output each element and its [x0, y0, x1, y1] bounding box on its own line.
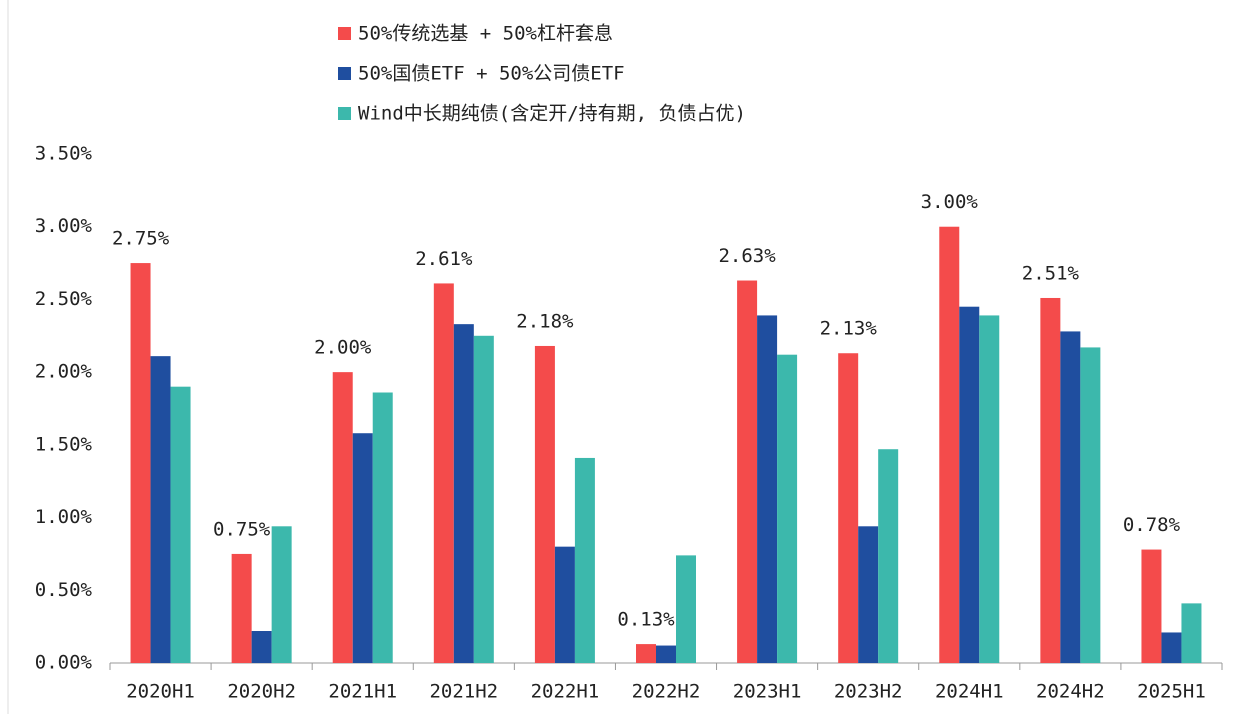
bar — [1141, 549, 1162, 663]
legend-swatch — [338, 27, 351, 40]
bar — [352, 433, 373, 663]
bar — [170, 386, 191, 663]
legend-swatch — [338, 107, 351, 120]
bar — [757, 315, 778, 663]
x-tick-label: 2020H1 — [126, 681, 195, 703]
y-tick-label: 2.50% — [35, 288, 93, 310]
bar — [1161, 632, 1182, 663]
bar — [372, 392, 393, 663]
bar — [1181, 603, 1202, 663]
legend-label: 50%传统选基 + 50%杠杆套息 — [358, 23, 613, 45]
bar — [656, 645, 676, 663]
y-tick-label: 1.50% — [35, 433, 93, 455]
bar — [878, 449, 899, 663]
y-tick-label: 2.00% — [35, 361, 93, 383]
bar — [433, 283, 454, 663]
bar — [453, 324, 474, 663]
bar — [534, 345, 555, 663]
x-tick-label: 2022H2 — [632, 681, 701, 703]
y-tick-label: 3.00% — [35, 215, 93, 237]
value-label: 0.78% — [1123, 514, 1181, 536]
value-label: 3.00% — [921, 191, 979, 213]
bar — [574, 457, 595, 663]
bar — [1080, 347, 1101, 663]
bar — [231, 553, 252, 663]
y-tick-label: 0.50% — [35, 579, 93, 601]
value-label: 2.18% — [516, 310, 574, 332]
value-label: 2.13% — [820, 318, 878, 340]
value-label: 2.75% — [112, 228, 170, 250]
bar — [838, 353, 859, 663]
bar — [251, 631, 272, 663]
bar — [1060, 331, 1081, 663]
bar — [777, 354, 798, 663]
bar — [979, 315, 1000, 663]
bar — [473, 335, 494, 663]
x-tick-label: 2020H2 — [227, 681, 296, 703]
bar — [1040, 297, 1061, 663]
bar — [130, 263, 151, 663]
x-tick-label: 2021H1 — [328, 681, 397, 703]
bar — [150, 356, 171, 663]
x-tick-label: 2021H2 — [429, 681, 498, 703]
bar — [858, 526, 879, 663]
x-tick-label: 2023H2 — [834, 681, 903, 703]
bar — [959, 306, 980, 663]
x-tick-label: 2024H2 — [1036, 681, 1105, 703]
x-tick-label: 2022H1 — [531, 681, 600, 703]
bar — [939, 226, 960, 663]
bar — [554, 546, 575, 663]
value-label: 2.63% — [718, 245, 776, 267]
value-label: 2.61% — [415, 248, 473, 270]
x-tick-label: 2025H1 — [1137, 681, 1206, 703]
legend-label: 50%国债ETF + 50%公司债ETF — [358, 63, 625, 85]
bar — [332, 372, 353, 663]
x-tick-label: 2024H1 — [935, 681, 1004, 703]
legend-swatch — [338, 67, 351, 80]
bar — [737, 280, 758, 663]
value-label: 2.00% — [314, 337, 372, 359]
bar — [271, 526, 292, 663]
bar — [636, 644, 656, 663]
bar — [676, 555, 696, 663]
y-tick-label: 0.00% — [35, 652, 93, 674]
value-label: 0.13% — [617, 609, 675, 631]
value-label: 0.75% — [213, 518, 271, 540]
y-tick-label: 1.00% — [35, 506, 93, 528]
x-tick-label: 2023H1 — [733, 681, 802, 703]
y-tick-label: 3.50% — [35, 143, 93, 165]
value-label: 2.51% — [1022, 262, 1080, 284]
legend-label: Wind中长期纯债(含定开/持有期, 负债占优) — [358, 103, 746, 125]
